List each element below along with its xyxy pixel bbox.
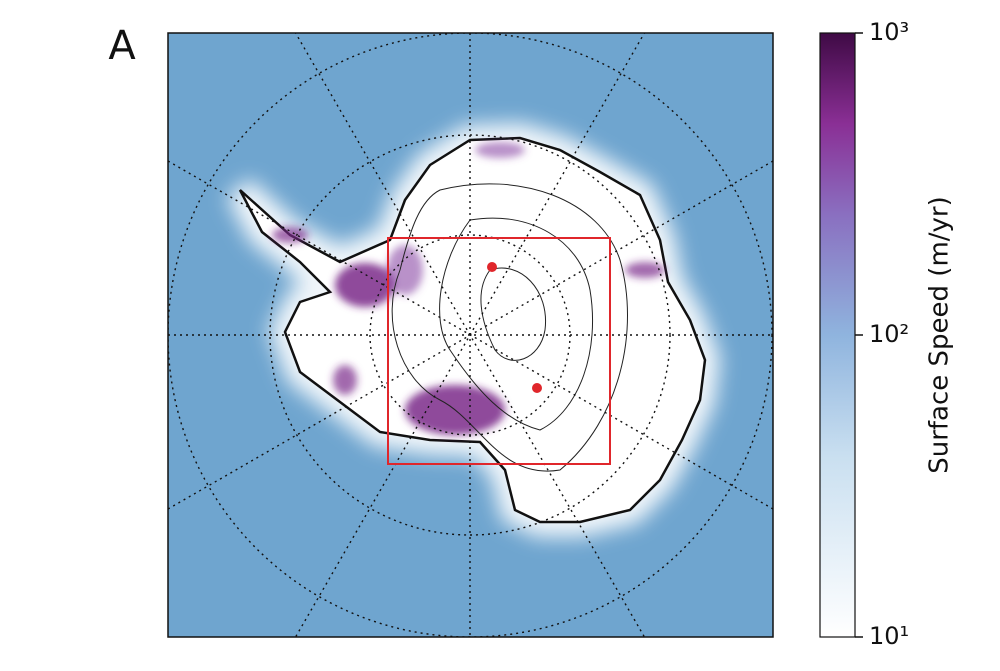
contours <box>391 183 628 472</box>
graticule <box>168 33 773 637</box>
map-frame <box>167 32 774 638</box>
map <box>168 33 773 637</box>
study-box <box>387 237 611 465</box>
site-marker <box>487 262 497 272</box>
panel-label: A <box>108 23 136 69</box>
colorbar-ticks: 10¹ 10² 10³ <box>855 18 909 650</box>
antarctica <box>238 136 707 524</box>
colorbar-tick-label: 10¹ <box>869 622 909 650</box>
fast-flow <box>272 142 665 435</box>
site-marker <box>532 383 542 393</box>
colorbar-tick-label: 10² <box>869 320 909 348</box>
colorbar-tick-label: 10³ <box>869 18 909 46</box>
colorbar <box>819 32 856 638</box>
colorbar-label: Surface Speed (m/yr) <box>925 196 955 474</box>
